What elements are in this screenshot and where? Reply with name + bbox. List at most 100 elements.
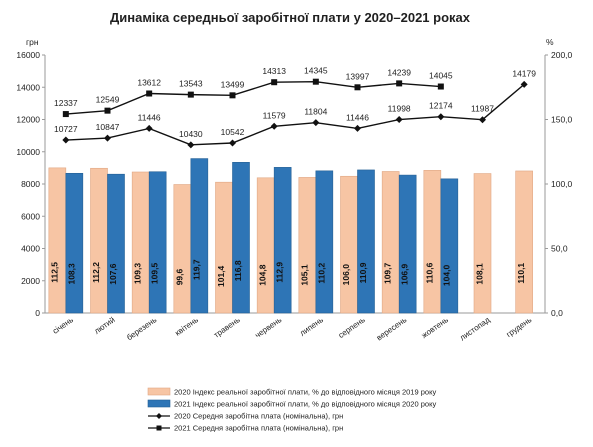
bar-value-label: 119,7 <box>191 259 201 280</box>
chart-title: Динаміка середньої заробітної плати у 20… <box>110 10 471 25</box>
legend-marker-square <box>156 425 162 431</box>
line-value-label: 12337 <box>54 98 78 108</box>
line-value-label: 14239 <box>387 67 411 77</box>
left-tick-label: 2000 <box>21 276 40 286</box>
left-tick-label: 8000 <box>21 179 40 189</box>
left-tick-label: 6000 <box>21 211 40 221</box>
line-marker-square <box>62 111 69 118</box>
line-marker-square <box>104 107 111 114</box>
line-value-label: 11998 <box>388 104 411 114</box>
category-label: грудень <box>505 315 534 339</box>
bar-value-label: 110,6 <box>424 262 434 283</box>
bar-series-2 <box>315 170 334 314</box>
line-value-label: 13997 <box>346 71 370 81</box>
line-marker-diamond <box>520 80 528 88</box>
left-tick-label: 12000 <box>16 115 40 125</box>
left-axis-unit: грн <box>26 37 39 47</box>
bar-value-label: 108,3 <box>66 263 76 285</box>
bar-value-label: 104,0 <box>441 265 451 287</box>
bar-value-label: 109,5 <box>150 263 160 285</box>
legend-label: 2021 Середня заробітна плата (номінальна… <box>174 424 343 433</box>
line-marker-square <box>312 78 319 85</box>
lines: 10727 10847 11446 10430 10542 11579 11804 11446… <box>54 66 536 149</box>
bar-value-label: 106,0 <box>341 264 351 286</box>
bar-series-2 <box>148 171 167 314</box>
bar-series-2 <box>440 178 459 314</box>
left-tick-label: 4000 <box>21 244 40 254</box>
bar-series-1 <box>298 177 317 314</box>
bar-series-1 <box>515 170 533 314</box>
line-series-2 <box>65 80 441 115</box>
bar-series-1 <box>131 171 150 314</box>
bars: 112,5 112,2 109,3 99,6 101,4 104,8 105,1 106,0 1… <box>48 158 533 314</box>
bar-value-label: 112,5 <box>49 262 59 283</box>
line-value-label: 10430 <box>179 129 203 139</box>
bar-series-1 <box>381 171 400 314</box>
bar-value-label: 101,4 <box>216 265 226 287</box>
line-value-label: 14179 <box>512 68 536 78</box>
bar-series-2 <box>398 174 417 314</box>
line-marker-diamond <box>145 124 153 132</box>
line-marker-square <box>396 80 403 87</box>
category-label: квітень <box>173 315 200 337</box>
category-label: жовтень <box>420 315 450 340</box>
line-series-1 <box>65 83 525 146</box>
legend-label: 2020 Індекс реальної заробітної плати, %… <box>174 388 436 397</box>
category-label: березень <box>125 315 158 342</box>
bar-series-1 <box>173 184 192 314</box>
line-value-label: 11579 <box>263 110 286 120</box>
line-value-label: 14313 <box>262 66 286 76</box>
line-marker-square <box>229 92 236 99</box>
left-tick-label: 14000 <box>16 82 40 92</box>
line-marker-square <box>187 91 194 98</box>
legend-swatch-bar-1 <box>147 387 171 396</box>
line-marker-diamond <box>479 116 486 124</box>
bar-value-label: 107,6 <box>108 263 118 285</box>
line-marker-diamond <box>62 136 70 144</box>
left-tick-label: 16000 <box>16 50 40 60</box>
line-value-label: 13543 <box>179 79 203 89</box>
line-marker-diamond <box>437 113 445 121</box>
category-label: лютий <box>93 315 117 336</box>
line-value-label: 11446 <box>138 112 161 122</box>
legend: 2020 Індекс реальної заробітної плати, %… <box>147 387 436 433</box>
line-marker-diamond <box>354 124 361 132</box>
right-axis-unit: % <box>546 37 554 47</box>
line-marker-diamond <box>104 134 111 142</box>
right-tick-label: 200,0 <box>551 50 573 60</box>
line-value-label: 11987 <box>471 104 494 114</box>
line-marker-diamond <box>187 141 195 149</box>
line-value-label: 14045 <box>429 71 453 81</box>
legend-swatch-bar-2 <box>147 399 171 408</box>
bar-value-label: 106,9 <box>400 263 410 285</box>
line-value-label: 12174 <box>429 101 453 111</box>
bar-value-label: 99,6 <box>174 268 184 285</box>
legend-label: 2020 Середня заробітна плата (номінальна… <box>174 412 343 421</box>
bar-series-2 <box>107 173 125 314</box>
line-marker-diamond <box>270 122 278 130</box>
line-value-label: 13612 <box>137 78 161 88</box>
bar-value-label: 110,1 <box>516 263 526 284</box>
category-label: вересень <box>375 315 408 342</box>
line-value-label: 12549 <box>96 95 120 105</box>
category-label: листопад <box>458 315 492 342</box>
left-tick-label: 0 <box>35 308 40 318</box>
line-value-label: 14345 <box>304 66 328 76</box>
bar-series-1 <box>423 170 442 314</box>
legend-label: 2021 Індекс реальної заробітної плати, %… <box>174 400 436 409</box>
line-marker-diamond <box>395 116 403 124</box>
category-label: травень <box>212 315 242 339</box>
bar-series-2 <box>357 169 375 314</box>
bar-series-2 <box>65 172 84 314</box>
legend-marker-diamond <box>156 413 162 419</box>
bar-value-label: 112,2 <box>91 262 101 283</box>
line-marker-square <box>437 83 444 90</box>
line-value-label: 11446 <box>346 112 369 122</box>
right-tick-label: 0,0 <box>551 308 563 318</box>
left-tick-label: 10000 <box>16 147 40 157</box>
bar-series-1 <box>215 181 233 314</box>
line-marker-square <box>354 84 361 91</box>
line-marker-square <box>271 79 278 86</box>
bar-value-label: 104,8 <box>258 264 268 286</box>
